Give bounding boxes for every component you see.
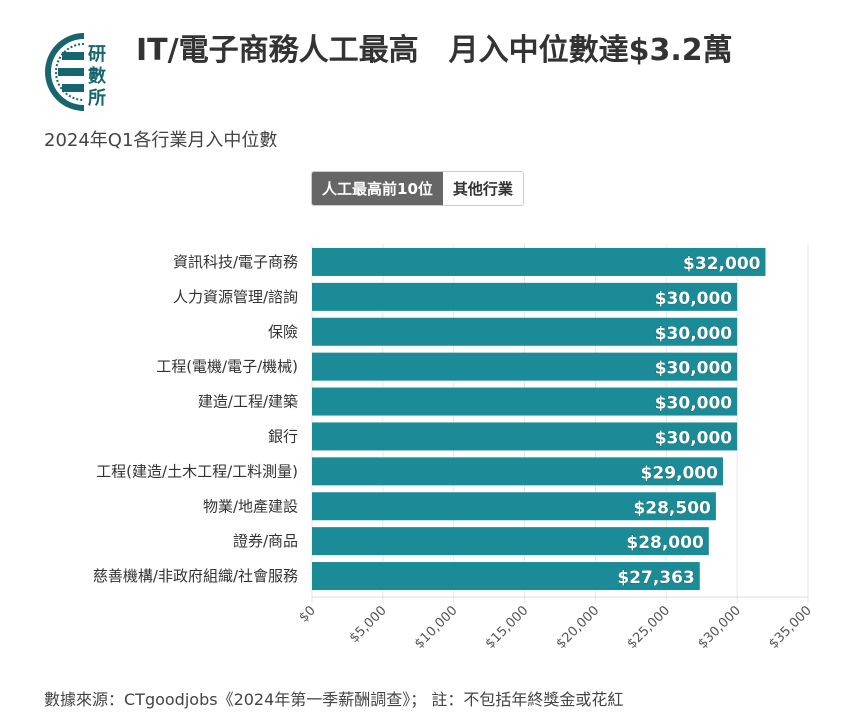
data-label: $30,000 — [655, 394, 733, 414]
tab-top10[interactable]: 人工最高前10位 — [312, 172, 443, 205]
category-label: 資訊科技/電子商務 — [173, 253, 298, 271]
data-label: $30,000 — [655, 359, 733, 379]
bar — [312, 352, 738, 381]
data-label: $30,000 — [655, 324, 733, 344]
svg-text:所: 所 — [88, 88, 106, 109]
svg-text:研: 研 — [88, 44, 106, 65]
source-note: 數據來源：CTgoodjobs《2024年第一季薪酬調查》； 註：不包括年終獎金… — [44, 690, 624, 709]
x-tick-label: $30,000 — [695, 603, 744, 652]
bar — [312, 457, 723, 486]
category-label: 物業/地產建設 — [203, 497, 298, 515]
data-label: $28,500 — [633, 498, 711, 518]
data-label: $29,000 — [641, 463, 719, 483]
logo: 研 數 所 — [45, 33, 106, 111]
bar — [312, 492, 716, 521]
x-tick-label: $35,000 — [766, 603, 815, 652]
x-tick-label: $20,000 — [554, 603, 603, 652]
x-tick-label: $10,000 — [412, 603, 461, 652]
category-label: 慈善機構/非政府組織/社會服務 — [93, 567, 298, 585]
bar — [312, 422, 738, 451]
bar — [312, 562, 700, 591]
category-label: 人力資源管理/諮詢 — [173, 288, 298, 306]
x-tick-label: $25,000 — [624, 603, 673, 652]
category-label: 保險 — [268, 323, 298, 341]
tab-other-industries[interactable]: 其他行業 — [442, 172, 523, 205]
category-label: 工程(電機/電子/機械) — [156, 358, 298, 376]
svg-text:數: 數 — [88, 66, 106, 87]
category-label: 建造/工程/建築 — [198, 393, 298, 411]
x-tick-label: $0 — [297, 603, 319, 625]
x-tick-label: $5,000 — [347, 603, 390, 646]
data-label: $27,363 — [617, 568, 694, 588]
category-label: 銀行 — [268, 427, 298, 445]
category-label: 證券/商品 — [233, 532, 298, 550]
chart-title: IT/電子商務人工最高 月入中位數達$3.2萬 — [136, 33, 733, 68]
data-label: $28,000 — [626, 533, 704, 553]
x-tick-label: $15,000 — [483, 603, 532, 652]
bar — [312, 317, 738, 346]
bar — [312, 527, 709, 556]
bar — [312, 282, 738, 311]
data-label: $30,000 — [655, 428, 733, 448]
data-label: $30,000 — [655, 289, 733, 309]
data-label: $32,000 — [683, 254, 761, 274]
tab-group: 人工最高前10位 其他行業 — [311, 171, 524, 206]
bar — [312, 247, 766, 276]
bar — [312, 387, 738, 416]
chart-subtitle: 2024年Q1各行業月入中位數 — [44, 130, 278, 151]
category-label: 工程(建造/土木工程/工料測量) — [96, 462, 298, 480]
